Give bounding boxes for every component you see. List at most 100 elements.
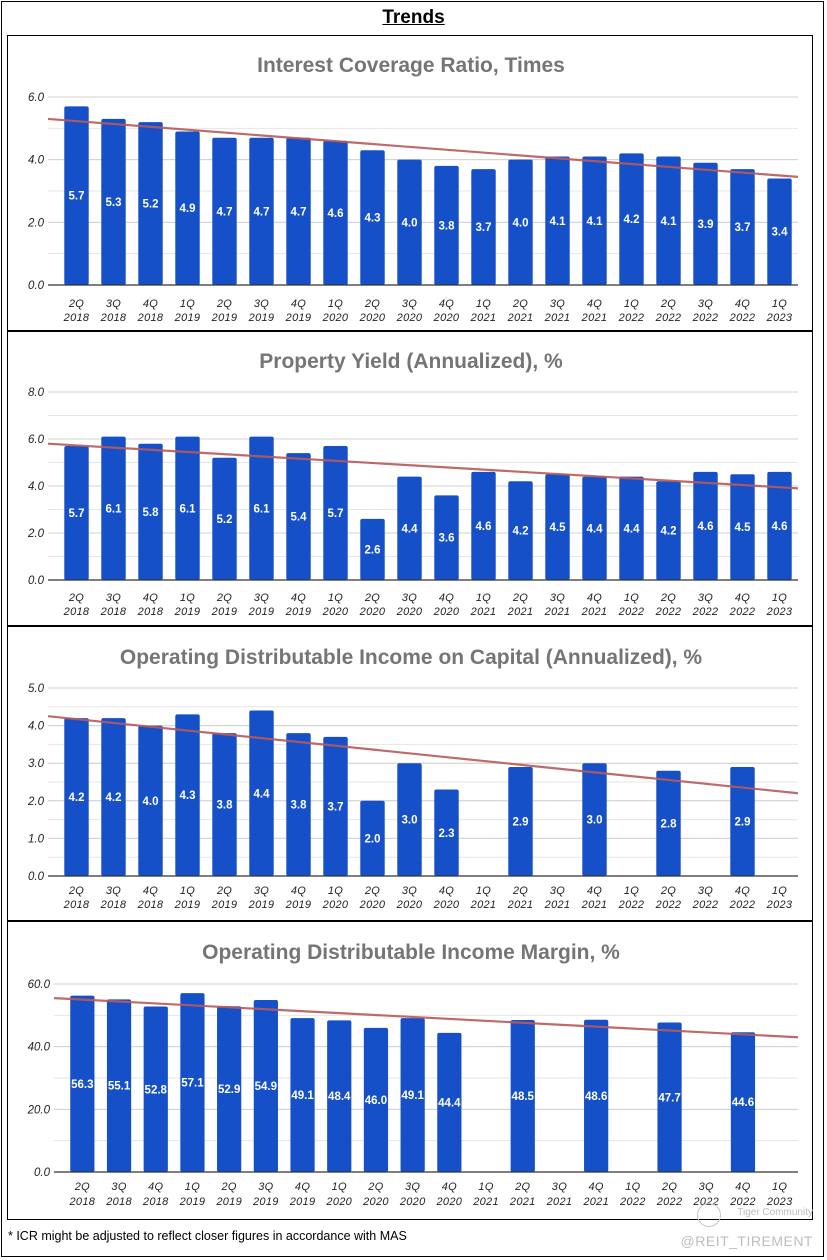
x-tick-label: 3Q	[552, 1181, 567, 1193]
bar	[545, 474, 570, 580]
bar-value-label: 4.9	[180, 203, 196, 215]
x-tick-label: 2023	[766, 312, 793, 324]
bar	[253, 999, 278, 1172]
bar-value-label: 3.7	[476, 222, 492, 234]
x-tick-label: 3Q	[402, 592, 417, 604]
x-tick-label: 4Q	[439, 885, 454, 897]
x-tick-label: 2022	[655, 899, 682, 911]
bar	[767, 471, 792, 580]
bar-value-label: 2.9	[735, 816, 751, 828]
x-tick-label: 2022	[729, 312, 756, 324]
x-tick-label: 2019	[252, 1196, 279, 1208]
bar	[360, 800, 385, 876]
x-tick-label: 2018	[105, 1196, 132, 1208]
x-tick-label: 2020	[396, 312, 423, 324]
y-tick-label: 3.0	[28, 758, 45, 770]
bar-value-label: 2.9	[513, 816, 529, 828]
x-tick-label: 3Q	[550, 592, 565, 604]
x-tick-label: 4Q	[589, 1181, 604, 1193]
bar	[249, 436, 274, 580]
bar-value-label: 2.0	[365, 833, 381, 845]
x-tick-label: 1Q	[328, 592, 343, 604]
x-tick-label: 3Q	[699, 1181, 714, 1193]
bar-value-label: 4.7	[254, 206, 270, 218]
x-tick-label: 2Q	[68, 592, 84, 604]
bar	[767, 178, 792, 285]
x-tick-label: 1Q	[624, 592, 639, 604]
chart-svg: Operating Distributable Income on Capita…	[27, 646, 799, 911]
x-tick-label: 2021	[582, 1196, 609, 1208]
x-tick-label: 2021	[507, 899, 534, 911]
x-tick-label: 2022	[729, 899, 756, 911]
bar-value-label: 3.0	[402, 815, 418, 827]
footnote: * ICR might be adjusted to reflect close…	[8, 1229, 407, 1243]
bar	[64, 718, 89, 876]
bar-value-label: 48.5	[512, 1091, 535, 1103]
trendline	[47, 117, 799, 178]
x-tick-label: 2Q	[68, 885, 84, 897]
x-tick-label: 2021	[546, 1196, 573, 1208]
x-tick-label: 1Q	[476, 885, 491, 897]
x-tick-label: 2020	[433, 899, 460, 911]
bar	[290, 1018, 315, 1172]
x-tick-label: 2021	[581, 899, 608, 911]
x-tick-label: 2021	[507, 606, 534, 618]
bar-value-label: 4.2	[513, 526, 529, 538]
bar-value-label: 3.7	[735, 222, 751, 234]
bar-value-label: 3.8	[217, 800, 234, 812]
bar	[508, 159, 533, 285]
y-tick-label: 5.0	[28, 683, 45, 695]
bar-value-label: 4.3	[180, 790, 196, 802]
x-tick-label: 1Q	[625, 1181, 640, 1193]
x-tick-label: 1Q	[180, 592, 195, 604]
x-tick-label: 2020	[396, 899, 423, 911]
bar	[175, 436, 200, 580]
x-tick-label: 1Q	[624, 885, 639, 897]
x-tick-label: 2Q	[660, 885, 676, 897]
bar-value-label: 2.3	[439, 828, 455, 840]
bar-value-label: 44.4	[438, 1097, 461, 1109]
y-tick-label: 4.0	[28, 721, 45, 733]
bar-value-label: 3.6	[439, 533, 455, 545]
bar-value-label: 5.4	[291, 512, 308, 524]
chart-svg: Interest Coverage Ratio, Times 0.0 2.0 4.0 6…	[27, 54, 799, 324]
bar	[434, 789, 459, 876]
x-tick-label: 2021	[544, 606, 571, 618]
x-tick-label: 4Q	[143, 592, 158, 604]
x-tick-label: 2021	[509, 1196, 536, 1208]
bar-value-label: 4.0	[513, 217, 529, 229]
x-tick-label: 2022	[729, 1196, 756, 1208]
bar-value-label: 6.1	[254, 503, 271, 515]
bar	[730, 169, 755, 285]
x-tick-label: 2Q	[216, 885, 232, 897]
x-tick-label: 4Q	[291, 298, 306, 310]
bar-value-label: 2.6	[365, 544, 381, 556]
x-tick-label: 4Q	[442, 1181, 457, 1193]
x-tick-label: 2019	[285, 606, 312, 618]
x-tick-label: 2020	[433, 312, 460, 324]
y-tick-label: 6.0	[28, 434, 45, 446]
x-tick-label: 3Q	[402, 298, 417, 310]
x-tick-label: 2Q	[514, 1181, 530, 1193]
y-tick-label: 0.0	[28, 280, 45, 292]
bar-value-label: 2.8	[661, 818, 678, 830]
bar	[434, 495, 459, 580]
chart-title: Interest Coverage Ratio, Times	[257, 54, 565, 77]
x-tick-label: 2Q	[512, 298, 528, 310]
bar	[286, 137, 311, 285]
x-tick-label: 2021	[507, 312, 534, 324]
bar-value-label: 6.1	[180, 503, 197, 515]
bar-value-label: 4.6	[476, 521, 492, 533]
x-tick-label: 2018	[137, 899, 164, 911]
bar	[508, 766, 533, 876]
x-tick-label: 1Q	[772, 1181, 787, 1193]
bar-value-label: 4.2	[106, 792, 122, 804]
x-tick-label: 2Q	[367, 1181, 383, 1193]
bar	[656, 156, 681, 285]
x-tick-label: 1Q	[185, 1181, 200, 1193]
x-tick-label: 2022	[619, 1196, 646, 1208]
y-tick-label: 40.0	[28, 1042, 51, 1054]
x-tick-label: 2019	[174, 312, 201, 324]
x-tick-label: 2018	[63, 899, 90, 911]
bar-value-label: 4.4	[254, 788, 271, 800]
